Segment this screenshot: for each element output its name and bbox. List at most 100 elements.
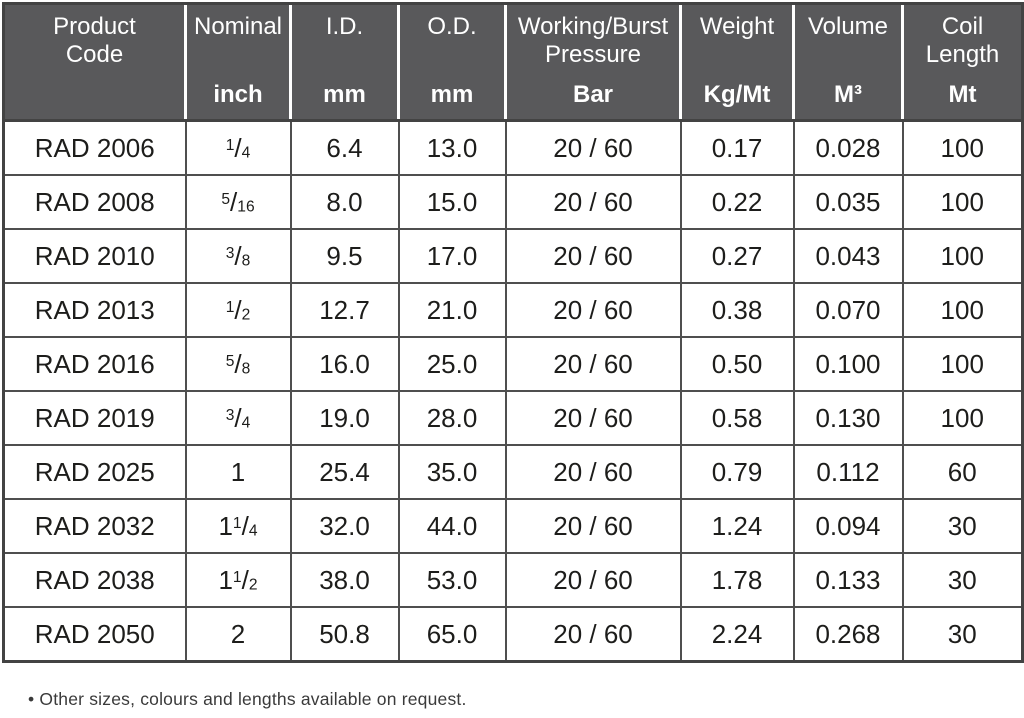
table-row: RAD 2038 11/2 38.0 53.0 20 / 60 1.78 0.1… — [2, 552, 1024, 608]
column-unit: mm — [323, 81, 366, 108]
cell-od: 28.0 — [397, 390, 507, 446]
cell-od: 53.0 — [397, 552, 507, 608]
cell-product-code: RAD 2050 — [2, 606, 187, 663]
cell-pressure: 20 / 60 — [504, 228, 682, 284]
cell-nominal: 3/8 — [184, 228, 292, 284]
cell-weight: 0.17 — [679, 119, 795, 176]
col-header-id: I.D. mm — [289, 2, 399, 122]
cell-pressure: 20 / 60 — [504, 119, 682, 176]
cell-coil-length: 100 — [901, 390, 1024, 446]
table-row: RAD 2008 5/16 8.0 15.0 20 / 60 0.22 0.03… — [2, 174, 1024, 230]
cell-id: 50.8 — [289, 606, 400, 663]
column-unit: inch — [213, 81, 263, 108]
cell-coil-length: 60 — [901, 444, 1024, 500]
cell-od: 13.0 — [397, 119, 507, 176]
cell-pressure: 20 / 60 — [504, 606, 682, 663]
cell-volume: 0.035 — [792, 174, 904, 230]
cell-nominal: 5/16 — [184, 174, 292, 230]
cell-product-code: RAD 2032 — [2, 498, 187, 554]
cell-volume: 0.100 — [792, 336, 904, 392]
cell-coil-length: 100 — [901, 336, 1024, 392]
cell-nominal: 11/2 — [184, 552, 292, 608]
cell-pressure: 20 / 60 — [504, 444, 682, 500]
hose-spec-table: Product Code Nominal inch I.D. mm — [2, 2, 1024, 663]
cell-coil-length: 30 — [901, 552, 1024, 608]
cell-nominal: 11/4 — [184, 498, 292, 554]
column-label: I.D. — [325, 13, 364, 40]
cell-id: 32.0 — [289, 498, 400, 554]
column-label: O.D. — [427, 13, 477, 40]
cell-id: 16.0 — [289, 336, 400, 392]
cell-product-code: RAD 2019 — [2, 390, 187, 446]
cell-od: 44.0 — [397, 498, 507, 554]
cell-product-code: RAD 2025 — [2, 444, 187, 500]
cell-id: 19.0 — [289, 390, 400, 446]
table-row: RAD 2016 5/8 16.0 25.0 20 / 60 0.50 0.10… — [2, 336, 1024, 392]
footnote: • Other sizes, colours and lengths avail… — [28, 689, 467, 709]
cell-volume: 0.268 — [792, 606, 904, 663]
cell-coil-length: 100 — [901, 282, 1024, 338]
cell-weight: 0.22 — [679, 174, 795, 230]
cell-id: 9.5 — [289, 228, 400, 284]
column-label: Working/Burst Pressure — [517, 13, 669, 69]
col-header-nominal: Nominal inch — [184, 2, 291, 122]
table-row: RAD 2032 11/4 32.0 44.0 20 / 60 1.24 0.0… — [2, 498, 1024, 554]
col-header-od: O.D. mm — [397, 2, 506, 122]
cell-product-code: RAD 2010 — [2, 228, 187, 284]
cell-weight: 1.78 — [679, 552, 795, 608]
cell-volume: 0.112 — [792, 444, 904, 500]
cell-od: 65.0 — [397, 606, 507, 663]
cell-pressure: 20 / 60 — [504, 282, 682, 338]
cell-pressure: 20 / 60 — [504, 390, 682, 446]
cell-weight: 2.24 — [679, 606, 795, 663]
cell-coil-length: 30 — [901, 498, 1024, 554]
cell-nominal: 5/8 — [184, 336, 292, 392]
col-header-pressure: Working/Burst Pressure Bar — [504, 2, 681, 122]
table-row: RAD 2010 3/8 9.5 17.0 20 / 60 0.27 0.043… — [2, 228, 1024, 284]
table-body: RAD 2006 1/4 6.4 13.0 20 / 60 0.17 0.028… — [2, 119, 1024, 663]
cell-id: 12.7 — [289, 282, 400, 338]
cell-weight: 0.38 — [679, 282, 795, 338]
cell-product-code: RAD 2006 — [2, 119, 187, 176]
column-label: Product Code — [53, 13, 136, 69]
column-label: Volume — [807, 13, 889, 40]
cell-pressure: 20 / 60 — [504, 498, 682, 554]
cell-volume: 0.070 — [792, 282, 904, 338]
cell-id: 38.0 — [289, 552, 400, 608]
cell-od: 25.0 — [397, 336, 507, 392]
column-unit: Kg/Mt — [703, 81, 771, 108]
table-row: RAD 2013 1/2 12.7 21.0 20 / 60 0.38 0.07… — [2, 282, 1024, 338]
table-header: Product Code Nominal inch I.D. mm — [3, 2, 1023, 122]
cell-id: 8.0 — [289, 174, 400, 230]
cell-volume: 0.043 — [792, 228, 904, 284]
cell-coil-length: 30 — [901, 606, 1024, 663]
table-row: RAD 2025 1 25.4 35.0 20 / 60 0.79 0.112 … — [2, 444, 1024, 500]
column-unit: mm — [430, 81, 474, 108]
cell-nominal: 1/4 — [184, 119, 292, 176]
table-row: RAD 2019 3/4 19.0 28.0 20 / 60 0.58 0.13… — [2, 390, 1024, 446]
cell-pressure: 20 / 60 — [504, 174, 682, 230]
cell-pressure: 20 / 60 — [504, 336, 682, 392]
column-label: Coil Length — [925, 13, 1000, 69]
cell-od: 17.0 — [397, 228, 507, 284]
cell-nominal: 3/4 — [184, 390, 292, 446]
cell-weight: 1.24 — [679, 498, 795, 554]
cell-product-code: RAD 2013 — [2, 282, 187, 338]
cell-id: 6.4 — [289, 119, 400, 176]
cell-coil-length: 100 — [901, 119, 1024, 176]
cell-product-code: RAD 2016 — [2, 336, 187, 392]
column-label: Weight — [699, 13, 775, 40]
column-unit: M³ — [834, 81, 862, 108]
header-row: Product Code Nominal inch I.D. mm — [3, 2, 1023, 122]
cell-nominal: 2 — [184, 606, 292, 663]
cell-weight: 0.79 — [679, 444, 795, 500]
table-row: RAD 2006 1/4 6.4 13.0 20 / 60 0.17 0.028… — [2, 119, 1024, 176]
column-unit: Bar — [572, 81, 614, 108]
cell-volume: 0.130 — [792, 390, 904, 446]
cell-product-code: RAD 2038 — [2, 552, 187, 608]
col-header-product-code: Product Code — [3, 2, 186, 122]
cell-volume: 0.028 — [792, 119, 904, 176]
cell-volume: 0.133 — [792, 552, 904, 608]
cell-product-code: RAD 2008 — [2, 174, 187, 230]
